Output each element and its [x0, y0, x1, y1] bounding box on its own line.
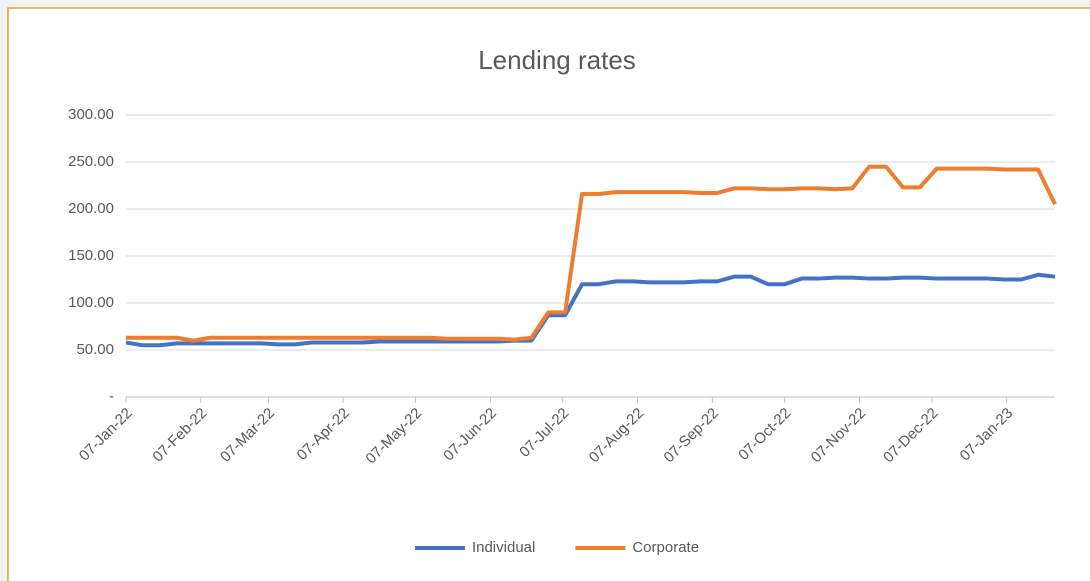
y-tick-label: 50.00: [76, 341, 114, 358]
y-tick-label: 200.00: [68, 200, 114, 217]
series-line: [125, 272, 1056, 348]
legend-label: Individual: [472, 539, 535, 556]
y-tick-label: 100.00: [68, 294, 114, 311]
legend-label: Corporate: [632, 539, 699, 556]
series-line: [126, 164, 1057, 343]
y-tick-label: 300.00: [68, 106, 114, 123]
chart-title: Lending rates: [478, 45, 636, 75]
chart-frame: [7, 7, 1090, 581]
y-tick-label: 250.00: [68, 153, 114, 170]
y-tick-label: -: [109, 388, 114, 405]
y-tick-label: 150.00: [68, 247, 114, 264]
